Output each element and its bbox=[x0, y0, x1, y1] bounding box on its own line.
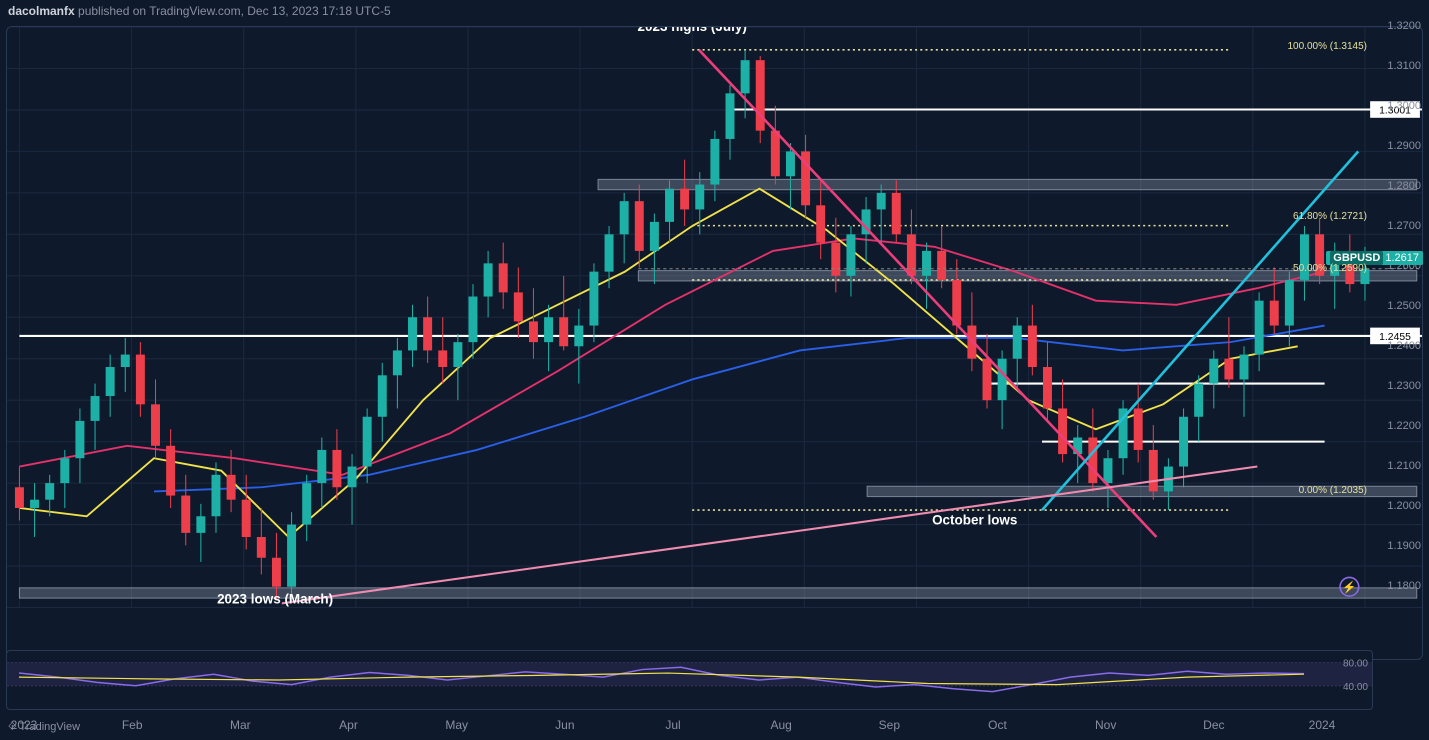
x-tick: Nov bbox=[1095, 718, 1116, 732]
svg-text:October lows: October lows bbox=[932, 513, 1017, 528]
y-tick: 1.2100 bbox=[1387, 460, 1421, 472]
y-tick: 1.2200 bbox=[1387, 420, 1421, 432]
fib-label: 50.00% (1.2590) bbox=[1293, 263, 1367, 274]
y-axis: 1.32001.31001.30001.29001.28001.27001.26… bbox=[1375, 26, 1421, 660]
fib-label: 0.00% (1.2035) bbox=[1299, 485, 1367, 496]
header-tail: published on TradingView.com, Dec 13, 20… bbox=[75, 4, 391, 18]
tradingview-brand: ⟐ TradingView bbox=[8, 721, 80, 734]
y-tick: 1.2000 bbox=[1387, 500, 1421, 512]
x-tick: Sep bbox=[879, 718, 900, 732]
x-axis: 2023FebMarAprMayJunJulAugSepOctNovDec202… bbox=[6, 718, 1371, 736]
rsi-canvas: 80.00 40.00 bbox=[7, 651, 1372, 709]
logo-icon: ⟐ bbox=[8, 721, 20, 733]
y-tick: 1.1800 bbox=[1387, 580, 1421, 592]
x-tick: Aug bbox=[770, 718, 791, 732]
x-tick: Dec bbox=[1203, 718, 1224, 732]
svg-text:⚡: ⚡ bbox=[1342, 580, 1356, 594]
svg-text:2023 highs (July): 2023 highs (July) bbox=[638, 27, 747, 34]
x-tick: Apr bbox=[339, 718, 358, 732]
x-tick: 2024 bbox=[1309, 718, 1336, 732]
y-tick: 1.2700 bbox=[1387, 220, 1421, 232]
y-tick: 1.3100 bbox=[1387, 60, 1421, 72]
author-name: dacolmanfx bbox=[8, 4, 75, 18]
svg-text:80.00: 80.00 bbox=[1343, 659, 1368, 670]
fib-label: 100.00% (1.3145) bbox=[1287, 41, 1367, 52]
fib-label: 61.80% (1.2721) bbox=[1293, 211, 1367, 222]
chart-header: dacolmanfx published on TradingView.com,… bbox=[8, 4, 391, 18]
y-tick: 1.3000 bbox=[1387, 100, 1421, 112]
price-chart[interactable]: 1.30011.24552023 highs (July)October low… bbox=[6, 26, 1423, 660]
y-tick: 1.2300 bbox=[1387, 380, 1421, 392]
y-tick: 1.3200 bbox=[1387, 20, 1421, 32]
y-tick: 1.2500 bbox=[1387, 300, 1421, 312]
chart-canvas: 1.30011.24552023 highs (July)October low… bbox=[7, 27, 1422, 608]
x-tick: Mar bbox=[230, 718, 251, 732]
x-tick: Jul bbox=[665, 718, 680, 732]
x-tick: Jun bbox=[555, 718, 574, 732]
y-tick: 1.2900 bbox=[1387, 140, 1421, 152]
svg-text:2023 lows (March): 2023 lows (March) bbox=[217, 591, 333, 606]
svg-text:40.00: 40.00 bbox=[1343, 682, 1368, 693]
y-tick: 1.1900 bbox=[1387, 540, 1421, 552]
x-tick: Oct bbox=[988, 718, 1007, 732]
x-tick: May bbox=[445, 718, 468, 732]
x-tick: Feb bbox=[122, 718, 143, 732]
rsi-panel[interactable]: 80.00 40.00 bbox=[6, 650, 1373, 710]
y-tick: 1.2400 bbox=[1387, 340, 1421, 352]
y-tick: 1.2800 bbox=[1387, 180, 1421, 192]
